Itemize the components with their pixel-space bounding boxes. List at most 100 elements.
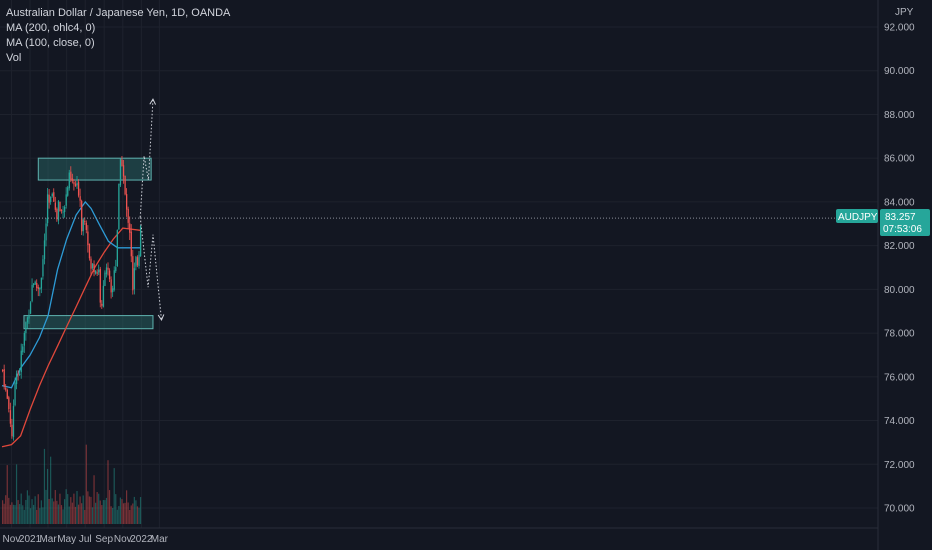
- candle-body: [46, 194, 49, 224]
- volume-bar: [39, 508, 41, 524]
- volume-bar: [82, 495, 84, 524]
- candle-body: [43, 240, 46, 260]
- candle-body: [45, 223, 47, 241]
- volume-bar: [9, 504, 11, 524]
- volume-bar: [5, 495, 7, 524]
- price-tick-label: 72.000: [884, 460, 915, 471]
- volume-bar: [26, 490, 28, 524]
- volume-bar: [20, 493, 22, 524]
- volume-bar: [102, 500, 104, 524]
- volume-bar: [17, 500, 19, 524]
- volume-bar: [76, 490, 78, 524]
- candle-body: [28, 314, 30, 319]
- volume-bar: [99, 500, 101, 524]
- candle-body: [110, 279, 112, 293]
- volume-bar: [115, 494, 117, 524]
- candle-body: [15, 373, 18, 385]
- volume-bar: [60, 505, 63, 524]
- candle-body: [11, 424, 13, 437]
- candle-body: [14, 382, 16, 406]
- candle-body: [133, 268, 136, 290]
- candle-body: [74, 183, 77, 187]
- price-tick-label: 86.000: [884, 154, 915, 165]
- candle-body: [22, 346, 24, 353]
- volume-bar: [88, 496, 90, 524]
- currency-label[interactable]: JPY: [895, 7, 914, 18]
- candle-body: [34, 281, 36, 285]
- symbol-tag-text: AUDJPY: [838, 212, 878, 223]
- candle-body: [6, 389, 8, 399]
- symbol-tag[interactable]: [836, 209, 878, 223]
- candle-body: [37, 287, 39, 289]
- candle-body: [26, 317, 29, 323]
- chart-legend: Australian Dollar / Japanese Yen, 1D, OA…: [6, 6, 230, 66]
- ma100-legend[interactable]: MA (100, close, 0): [6, 37, 95, 49]
- ma200-legend[interactable]: MA (200, ohlc4, 0): [6, 22, 96, 34]
- candle-body: [118, 183, 120, 230]
- candle-body: [88, 243, 91, 259]
- candle-body: [5, 387, 7, 390]
- volume-bar: [19, 504, 21, 524]
- candle-body: [129, 223, 131, 233]
- candle-body: [112, 288, 114, 293]
- volume-bar: [119, 497, 121, 524]
- price-tick-label: 78.000: [884, 329, 915, 340]
- candle-body: [56, 208, 58, 220]
- time-tick-label: 2021: [19, 534, 42, 545]
- candle-body: [39, 287, 41, 290]
- volume-bar: [71, 502, 73, 524]
- volume-bar: [57, 504, 59, 524]
- candle-body: [81, 200, 83, 232]
- candle-body: [105, 267, 108, 275]
- candle-body: [102, 285, 105, 307]
- projection-paths[interactable]: [139, 98, 165, 322]
- candle-body: [107, 267, 109, 270]
- symbol-title[interactable]: Australian Dollar / Japanese Yen, 1D, OA…: [6, 7, 231, 19]
- candle-body: [67, 187, 69, 196]
- volume-bar: [73, 493, 75, 524]
- volume-bar: [98, 493, 100, 524]
- volume-bar: [135, 500, 137, 524]
- volume-bar: [105, 497, 108, 524]
- candle-body: [79, 196, 81, 201]
- time-tick-label: Sep: [95, 534, 113, 545]
- volume-bar: [118, 505, 120, 524]
- candle-body: [9, 410, 12, 424]
- candle-body: [87, 231, 89, 245]
- candle-body: [116, 230, 118, 266]
- price-axis-bg[interactable]: [878, 0, 932, 528]
- volume-bar: [130, 505, 132, 524]
- volume-bar: [85, 444, 87, 524]
- volume-bar: [107, 460, 109, 524]
- volume-bar: [129, 509, 131, 524]
- volume-bar: [126, 490, 128, 524]
- candle-body: [91, 263, 94, 269]
- volume-bar: [3, 503, 5, 524]
- candle-body: [70, 171, 72, 180]
- candle-body: [71, 178, 74, 181]
- volume-bar: [104, 500, 106, 524]
- price-tick-label: 76.000: [884, 372, 915, 383]
- last-price-tag[interactable]: [880, 209, 930, 236]
- volume-bar: [12, 504, 15, 524]
- volume-bar: [48, 498, 50, 524]
- time-tick-label: Mar: [151, 534, 169, 545]
- volume-bar: [65, 489, 67, 524]
- price-tick-label: 80.000: [884, 285, 915, 296]
- volume-bar: [36, 509, 38, 524]
- candle-body: [76, 183, 78, 186]
- volume-bar: [37, 494, 39, 524]
- candle-body: [20, 350, 22, 373]
- candle-body: [124, 175, 126, 195]
- volume-bar: [40, 500, 42, 524]
- volume-bar: [87, 491, 89, 524]
- candle-body: [113, 270, 115, 290]
- volume-legend[interactable]: Vol: [6, 52, 22, 64]
- candle-body: [99, 268, 101, 303]
- price-axis[interactable]: 92.000 90.000 88.000 86.000 84.000 82.000 80.0…: [884, 23, 915, 515]
- volume-bar: [101, 505, 103, 524]
- volume-bar: [79, 496, 81, 524]
